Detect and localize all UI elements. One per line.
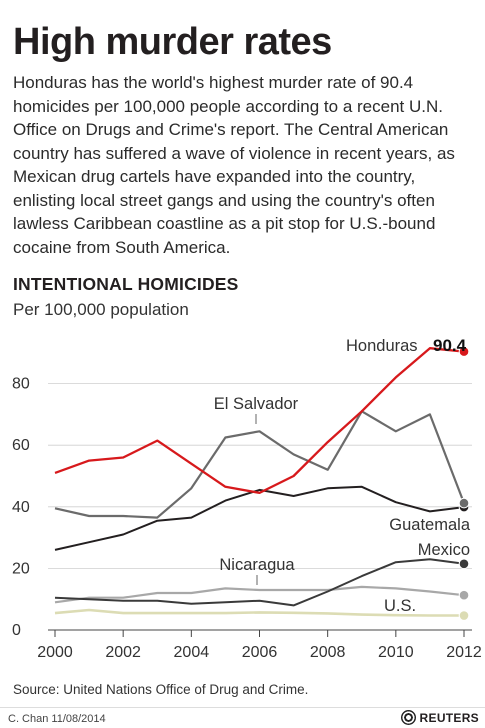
y-tick-label-20: 20: [12, 560, 30, 577]
y-tick-label-60: 60: [12, 437, 30, 454]
label-layer: 0 20 40 60 80 2000 2002 2004 2006 2008 2010 2012 Hon…: [12, 336, 482, 661]
value-label-honduras: 90.4: [433, 336, 467, 355]
series-line-honduras: [54, 347, 465, 495]
x-tick-label-2006: 2006: [242, 644, 278, 661]
footer-divider: [0, 707, 485, 708]
reuters-logo: REUTERS: [400, 710, 479, 725]
y-tick-label-80: 80: [12, 376, 30, 393]
x-tick-label-2008: 2008: [310, 644, 346, 661]
series-line-nicaragua: [54, 585, 465, 604]
description-text: Honduras has the world's highest murder …: [13, 73, 455, 257]
x-tick-label-2002: 2002: [105, 644, 141, 661]
end-marker-el-salvador: [458, 497, 470, 509]
series-line-mexico: [54, 558, 465, 607]
x-tick-label-2010: 2010: [378, 644, 414, 661]
homicides-line-chart: 0 20 40 60 80 2000 2002 2004 2006 2008 2010 2012 Hon…: [12, 336, 482, 661]
series-label-mexico: Mexico: [418, 541, 470, 559]
series-line-el-salvador: [54, 410, 466, 519]
y-tick-label-40: 40: [12, 499, 30, 516]
x-tick-label-2012: 2012: [446, 644, 482, 661]
x-tick-label-2004: 2004: [174, 644, 210, 661]
credit-line: C. Chan 11/08/2014: [8, 713, 106, 725]
series-label-u-s: U.S.: [384, 597, 416, 615]
series-label-nicaragua: Nicaragua: [219, 556, 295, 574]
y-tick-label-0: 0: [12, 622, 21, 639]
end-marker-u-s: [458, 610, 470, 621]
chart-title: INTENTIONAL HOMICIDES: [13, 274, 239, 294]
reuters-logo-text: REUTERS: [419, 710, 479, 725]
series-line-guatemala: [54, 485, 465, 551]
page-title: High murder rates: [13, 21, 332, 63]
chart-subtitle: Per 100,000 population: [13, 300, 189, 319]
series-layer: [54, 346, 470, 621]
end-marker-honduras: [458, 346, 470, 357]
series-label-el-salvador: El Salvador: [214, 395, 299, 413]
series-line-u-s: [54, 608, 464, 617]
source-note: Source: United Nations Office of Drug an…: [13, 682, 309, 697]
x-tick-label-2000: 2000: [37, 644, 73, 661]
end-marker-nicaragua: [458, 589, 470, 601]
grid-layer: [48, 383, 472, 637]
end-marker-mexico: [458, 558, 470, 570]
reuters-logo-icon: [400, 710, 416, 725]
series-label-honduras: Honduras: [346, 337, 418, 355]
series-label-guatemala: Guatemala: [389, 516, 471, 534]
